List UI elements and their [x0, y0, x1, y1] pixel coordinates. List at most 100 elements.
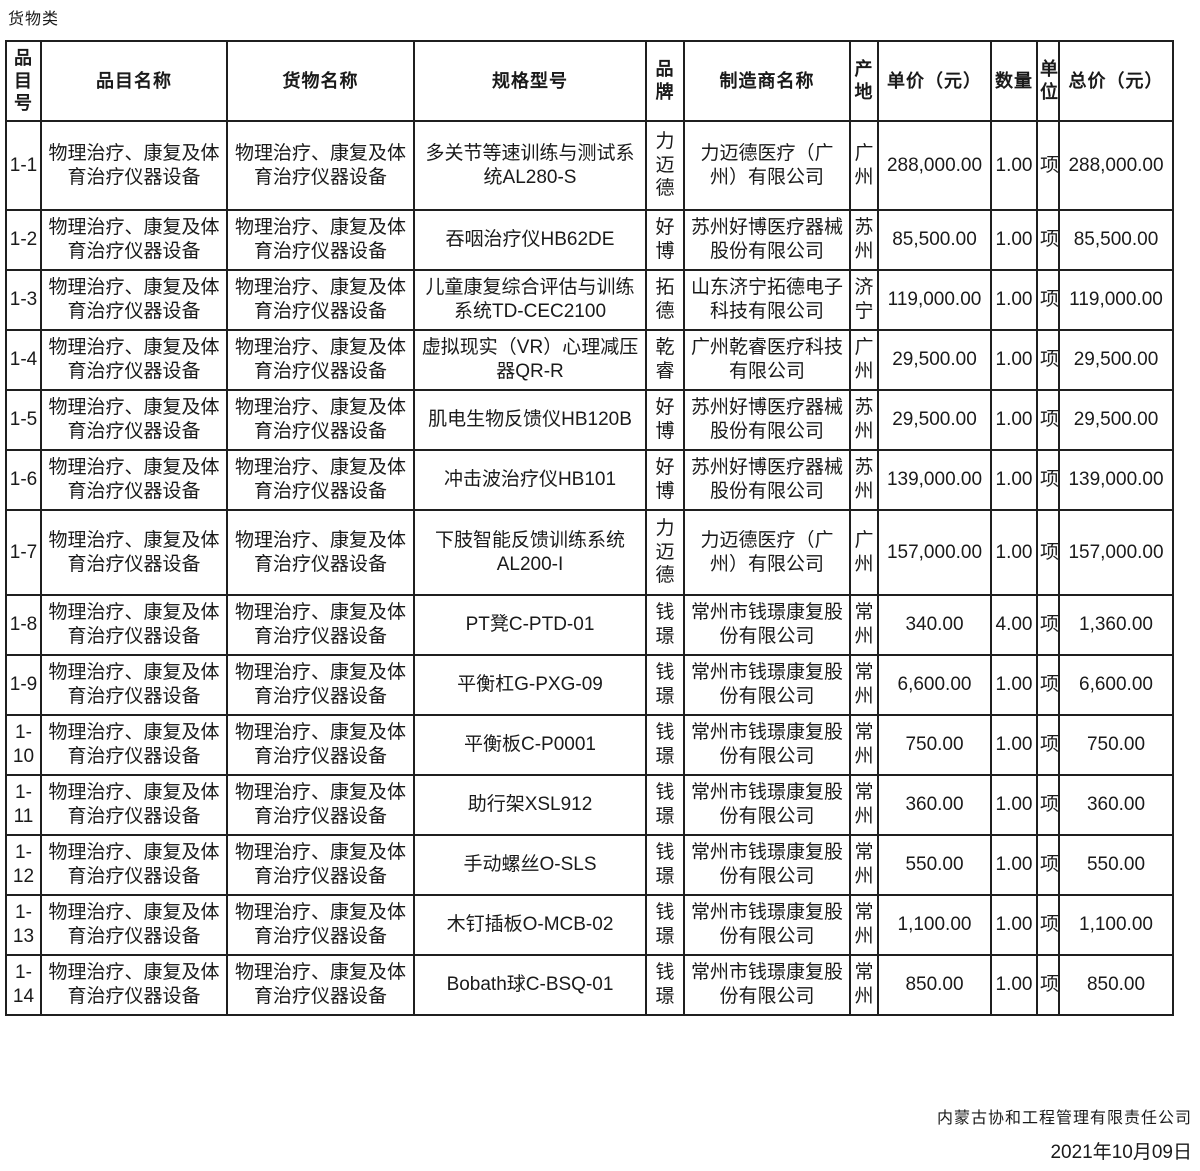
item-number-cell: 1-9: [5, 654, 42, 716]
quantity-cell: 1.00: [990, 269, 1038, 331]
brand-cell: 钱璟: [645, 954, 685, 1016]
brand-cell: 拓德: [645, 269, 685, 331]
quantity-cell: 4.00: [990, 594, 1038, 656]
spec-model-cell: 多关节等速训练与测试系统AL280-S: [413, 120, 647, 211]
total-price-cell: 550.00: [1058, 834, 1174, 896]
header-spec-model: 规格型号: [413, 40, 647, 122]
manufacturer-cell: 力迈德医疗（广州）有限公司: [683, 509, 851, 596]
origin-cell: 常州: [849, 954, 879, 1016]
goods-name-cell: 物理治疗、康复及体育治疗仪器设备: [226, 954, 415, 1016]
table-row: 1-3 物理治疗、康复及体育治疗仪器设备 物理治疗、康复及体育治疗仪器设备 儿童康复综…: [5, 269, 1174, 331]
origin-cell: 常州: [849, 834, 879, 896]
table-row: 1-2 物理治疗、康复及体育治疗仪器设备 物理治疗、康复及体育治疗仪器设备 吞咽治疗仪…: [5, 209, 1174, 271]
item-name-cell: 物理治疗、康复及体育治疗仪器设备: [40, 834, 228, 896]
item-name-cell: 物理治疗、康复及体育治疗仪器设备: [40, 120, 228, 211]
brand-cell: 钱璟: [645, 834, 685, 896]
origin-cell: 苏州: [849, 209, 879, 271]
table-row: 1-11 物理治疗、康复及体育治疗仪器设备 物理治疗、康复及体育治疗仪器设备 助行架X…: [5, 774, 1174, 836]
goods-name-cell: 物理治疗、康复及体育治疗仪器设备: [226, 120, 415, 211]
item-name-cell: 物理治疗、康复及体育治疗仪器设备: [40, 714, 228, 776]
unit-price-cell: 750.00: [877, 714, 992, 776]
item-number-cell: 1-10: [5, 714, 42, 776]
header-item-name: 品目名称: [40, 40, 228, 122]
goods-name-cell: 物理治疗、康复及体育治疗仪器设备: [226, 774, 415, 836]
unit-price-cell: 119,000.00: [877, 269, 992, 331]
brand-cell: 钱璟: [645, 714, 685, 776]
item-number-cell: 1-12: [5, 834, 42, 896]
table-header-row: 品目号 品目名称 货物名称 规格型号 品牌 制造商名称 产地 单价（元） 数量 …: [5, 40, 1174, 122]
quantity-cell: 1.00: [990, 894, 1038, 956]
manufacturer-cell: 苏州好博医疗器械股份有限公司: [683, 209, 851, 271]
header-total-price: 总价（元）: [1058, 40, 1174, 122]
manufacturer-cell: 力迈德医疗（广州）有限公司: [683, 120, 851, 211]
brand-cell: 好博: [645, 449, 685, 511]
manufacturer-cell: 常州市钱璟康复股份有限公司: [683, 894, 851, 956]
unit-cell: 项: [1036, 714, 1060, 776]
spec-model-cell: 助行架XSL912: [413, 774, 647, 836]
unit-cell: 项: [1036, 120, 1060, 211]
unit-cell: 项: [1036, 509, 1060, 596]
item-name-cell: 物理治疗、康复及体育治疗仪器设备: [40, 389, 228, 451]
goods-name-cell: 物理治疗、康复及体育治疗仪器设备: [226, 594, 415, 656]
footer-date: 2021年10月09日: [1050, 1142, 1192, 1163]
table-row: 1-1 物理治疗、康复及体育治疗仪器设备 物理治疗、康复及体育治疗仪器设备 多关节等速…: [5, 120, 1174, 211]
unit-price-cell: 85,500.00: [877, 209, 992, 271]
brand-cell: 钱璟: [645, 774, 685, 836]
quantity-cell: 1.00: [990, 209, 1038, 271]
unit-price-cell: 157,000.00: [877, 509, 992, 596]
origin-cell: 苏州: [849, 449, 879, 511]
total-price-cell: 29,500.00: [1058, 329, 1174, 391]
origin-cell: 常州: [849, 894, 879, 956]
table-row: 1-8 物理治疗、康复及体育治疗仪器设备 物理治疗、康复及体育治疗仪器设备 PT凳C-…: [5, 594, 1174, 656]
unit-price-cell: 1,100.00: [877, 894, 992, 956]
item-name-cell: 物理治疗、康复及体育治疗仪器设备: [40, 329, 228, 391]
total-price-cell: 1,100.00: [1058, 894, 1174, 956]
manufacturer-cell: 广州乾睿医疗科技有限公司: [683, 329, 851, 391]
unit-price-cell: 6,600.00: [877, 654, 992, 716]
unit-price-cell: 29,500.00: [877, 389, 992, 451]
total-price-cell: 157,000.00: [1058, 509, 1174, 596]
spec-model-cell: 虚拟现实（VR）心理减压器QR-R: [413, 329, 647, 391]
goods-name-cell: 物理治疗、康复及体育治疗仪器设备: [226, 269, 415, 331]
unit-cell: 项: [1036, 954, 1060, 1016]
quantity-cell: 1.00: [990, 714, 1038, 776]
header-origin: 产地: [849, 40, 879, 122]
header-unit-price: 单价（元）: [877, 40, 992, 122]
header-item-number: 品目号: [5, 40, 42, 122]
page-footer: 内蒙古协和工程管理有限责任公司 2021年10月09日: [937, 1103, 1192, 1171]
goods-name-cell: 物理治疗、康复及体育治疗仪器设备: [226, 449, 415, 511]
origin-cell: 常州: [849, 594, 879, 656]
item-name-cell: 物理治疗、康复及体育治疗仪器设备: [40, 269, 228, 331]
table-row: 1-7 物理治疗、康复及体育治疗仪器设备 物理治疗、康复及体育治疗仪器设备 下肢智能反…: [5, 509, 1174, 596]
header-brand: 品牌: [645, 40, 685, 122]
item-number-cell: 1-11: [5, 774, 42, 836]
table-row: 1-10 物理治疗、康复及体育治疗仪器设备 物理治疗、康复及体育治疗仪器设备 平衡板C…: [5, 714, 1174, 776]
spec-model-cell: 下肢智能反馈训练系统AL200-I: [413, 509, 647, 596]
brand-cell: 钱璟: [645, 894, 685, 956]
brand-cell: 好博: [645, 209, 685, 271]
table-row: 1-9 物理治疗、康复及体育治疗仪器设备 物理治疗、康复及体育治疗仪器设备 平衡杠G-…: [5, 654, 1174, 716]
manufacturer-cell: 常州市钱璟康复股份有限公司: [683, 594, 851, 656]
unit-cell: 项: [1036, 774, 1060, 836]
item-name-cell: 物理治疗、康复及体育治疗仪器设备: [40, 654, 228, 716]
item-name-cell: 物理治疗、康复及体育治疗仪器设备: [40, 449, 228, 511]
spec-model-cell: 平衡杠G-PXG-09: [413, 654, 647, 716]
brand-cell: 乾睿: [645, 329, 685, 391]
unit-price-cell: 850.00: [877, 954, 992, 1016]
unit-cell: 项: [1036, 329, 1060, 391]
origin-cell: 常州: [849, 714, 879, 776]
quantity-cell: 1.00: [990, 509, 1038, 596]
table-row: 1-12 物理治疗、康复及体育治疗仪器设备 物理治疗、康复及体育治疗仪器设备 手动螺丝…: [5, 834, 1174, 896]
item-number-cell: 1-8: [5, 594, 42, 656]
goods-name-cell: 物理治疗、康复及体育治疗仪器设备: [226, 509, 415, 596]
total-price-cell: 6,600.00: [1058, 654, 1174, 716]
unit-price-cell: 288,000.00: [877, 120, 992, 211]
unit-cell: 项: [1036, 654, 1060, 716]
total-price-cell: 360.00: [1058, 774, 1174, 836]
goods-name-cell: 物理治疗、康复及体育治疗仪器设备: [226, 714, 415, 776]
total-price-cell: 750.00: [1058, 714, 1174, 776]
table-row: 1-5 物理治疗、康复及体育治疗仪器设备 物理治疗、康复及体育治疗仪器设备 肌电生物反…: [5, 389, 1174, 451]
page-title: 货物类: [8, 11, 60, 28]
quantity-cell: 1.00: [990, 834, 1038, 896]
table-body: 1-1 物理治疗、康复及体育治疗仪器设备 物理治疗、康复及体育治疗仪器设备 多关节等速…: [5, 120, 1174, 1016]
